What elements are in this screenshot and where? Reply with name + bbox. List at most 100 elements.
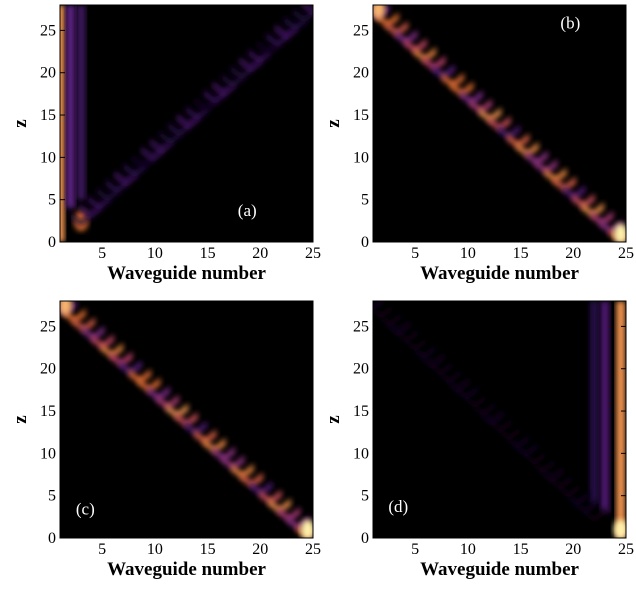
y-tick-label: 25 — [40, 22, 56, 39]
y-tick-label: 5 — [48, 488, 56, 505]
heatmap-band-segment — [203, 89, 227, 105]
heatmap-band-segment — [212, 80, 235, 97]
x-tick-label: 10 — [147, 245, 163, 262]
y-tick-label: 20 — [40, 65, 56, 82]
x-axis-label: Waveguide number — [420, 263, 579, 284]
heatmap-band-segment — [378, 311, 402, 328]
x-axis-label: Waveguide number — [107, 263, 266, 284]
y-tick-label: 20 — [40, 361, 56, 378]
x-tick-label: 25 — [305, 245, 321, 262]
y-tick-label: 5 — [48, 192, 56, 209]
heatmap-band-segment — [404, 336, 427, 352]
heatmap-band-segment — [284, 15, 307, 32]
heatmap-band-segment — [114, 170, 137, 186]
heatmap-band-segment — [464, 393, 487, 409]
x-tick-label: 20 — [252, 245, 268, 262]
heatmap-band-segment — [141, 146, 164, 162]
heatmap-band-segment — [292, 7, 313, 24]
heatmap-band-segment — [373, 301, 385, 311]
x-tick-label: 10 — [460, 541, 476, 558]
heatmap-content — [60, 5, 313, 242]
x-tick-label: 15 — [200, 245, 216, 262]
heatmap-band-segment — [87, 194, 111, 211]
y-tick-label: 10 — [40, 445, 56, 462]
x-tick-label: 20 — [565, 245, 581, 262]
heatmap-band-segment — [540, 466, 563, 482]
y-tick-label: 0 — [361, 234, 369, 251]
heatmap-band-segment — [557, 482, 580, 499]
heatmap-band-segment — [532, 458, 555, 474]
y-tick-label: 25 — [40, 318, 56, 335]
heatmap-band-segment — [421, 352, 444, 368]
y-tick-label: 0 — [48, 234, 56, 251]
heatmap-column — [65, 5, 76, 209]
y-axis-label: z — [323, 415, 344, 424]
heatmap-band-segment — [239, 56, 262, 72]
heatmap-band-segment — [257, 40, 280, 56]
x-tick-label: 15 — [200, 541, 216, 558]
heatmap-band-segment — [221, 72, 244, 89]
heatmap-spot — [613, 223, 626, 242]
y-tick-label: 20 — [353, 65, 369, 82]
heatmap-spot — [373, 5, 386, 20]
heatmap-content — [60, 301, 313, 538]
panel-label: (b) — [560, 14, 580, 33]
x-tick-label: 5 — [411, 541, 419, 558]
y-tick-label: 10 — [353, 149, 369, 166]
heatmap-band-segment — [69, 211, 93, 227]
x-tick-label: 15 — [513, 245, 529, 262]
x-tick-label: 10 — [147, 541, 163, 558]
x-tick-label: 15 — [513, 541, 529, 558]
panel-label: (c) — [76, 499, 95, 518]
x-tick-label: 25 — [305, 541, 321, 558]
plot-frame — [59, 300, 314, 539]
heatmap-spot — [613, 519, 626, 538]
heatmap-column — [616, 301, 626, 538]
heatmap-band-segment — [230, 64, 253, 81]
heatmap-band-segment — [275, 24, 298, 40]
heatmap-band-segment — [185, 105, 209, 121]
y-tick-label: 10 — [353, 445, 369, 462]
heatmap-content — [373, 5, 626, 242]
heatmap-column — [60, 5, 65, 242]
plot-frame — [59, 4, 314, 243]
y-tick-label: 15 — [40, 403, 56, 420]
heatmap-band-segment — [472, 401, 495, 417]
x-tick-label: 5 — [98, 541, 106, 558]
heatmap-band-segment — [515, 442, 538, 458]
heatmap-band-segment — [506, 433, 529, 450]
y-tick-label: 15 — [40, 107, 56, 124]
heatmap-band-segment — [301, 5, 313, 15]
heatmap-band-segment — [395, 328, 419, 344]
panel-label: (a) — [238, 201, 257, 220]
heatmap-spot — [300, 519, 313, 538]
panel-4: 5 10 15 20 25 0 5 10 15 20 25 Waveguide number z (d) — [323, 300, 634, 580]
y-tick-label: 25 — [353, 22, 369, 39]
heatmap-band-segment — [429, 360, 453, 377]
panel-2: 5 10 15 20 25 0 5 10 15 20 25 Waveguide number z (b) — [323, 4, 634, 284]
panel-1: 5 10 15 20 25 0 5 10 15 20 25 Waveguide number z (a) — [10, 4, 321, 284]
x-axis-label: Waveguide number — [420, 559, 579, 580]
heatmap-band-segment — [549, 474, 572, 490]
heatmap-band-segment — [447, 376, 470, 393]
heatmap-band-segment — [159, 129, 182, 146]
y-tick-label: 0 — [48, 530, 56, 547]
y-axis-label: z — [323, 119, 344, 128]
y-tick-label: 10 — [40, 149, 56, 166]
heatmap-band-segment — [455, 385, 478, 401]
heatmap-band-segment — [266, 32, 289, 48]
heatmap-band-segment — [481, 409, 504, 425]
x-tick-label: 25 — [618, 245, 634, 262]
heatmap-band-segment — [498, 425, 521, 442]
heatmap-band-segment — [96, 186, 119, 203]
x-tick-label: 5 — [98, 245, 106, 262]
heatmap-band-segment — [373, 303, 393, 320]
heatmap-column — [76, 5, 86, 200]
y-tick-label: 25 — [353, 318, 369, 335]
y-axis-label: z — [10, 415, 31, 424]
heatmap-band-segment — [123, 162, 146, 178]
heatmap-column — [589, 301, 599, 505]
heatmap-content — [373, 301, 626, 538]
heatmap-band-segment — [105, 178, 128, 194]
